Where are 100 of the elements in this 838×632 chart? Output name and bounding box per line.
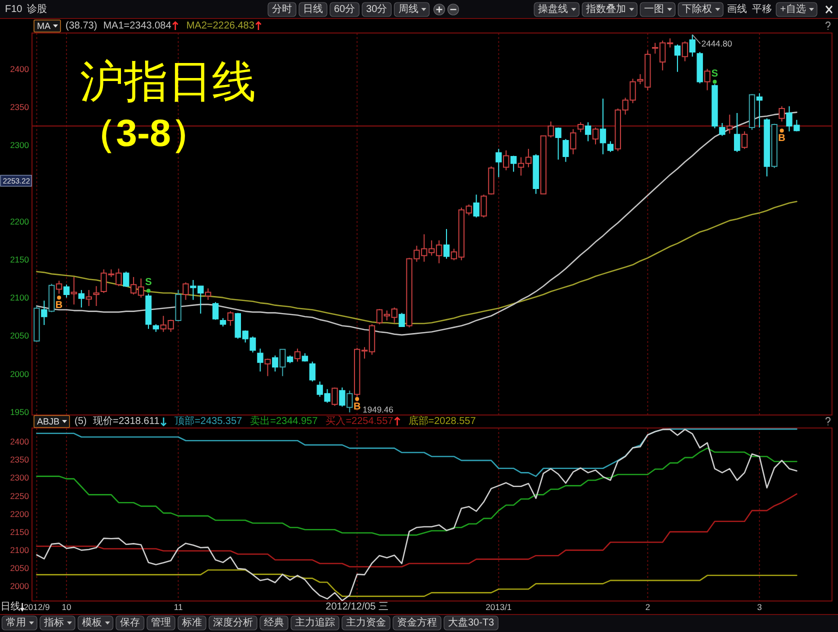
candlestick [70, 276, 78, 305]
line-series [36, 428, 798, 477]
y-tick-label: 2050 [10, 330, 30, 341]
y-tick-label: 2000 [10, 368, 30, 379]
candlestick [682, 40, 688, 62]
candlestick [726, 114, 733, 134]
point [355, 396, 360, 401]
text: 30分 [366, 3, 388, 15]
series-label: 顶部=2435.357 [174, 415, 243, 427]
legend-title: MA [37, 21, 50, 31]
legend-title: ABJB [37, 416, 60, 426]
line-series [36, 493, 798, 568]
point [780, 128, 784, 133]
candlestick [689, 34, 696, 58]
y-tick-label: 2100 [10, 292, 30, 303]
text: （3-8） [78, 113, 209, 155]
candlestick [286, 355, 294, 364]
line-series [36, 200, 798, 324]
candlestick [704, 68, 710, 91]
line-series [36, 569, 798, 597]
text: 60分 [334, 3, 356, 15]
series-label: S [711, 68, 718, 80]
candlestick [63, 284, 70, 298]
text: B [353, 401, 361, 412]
candlestick [756, 92, 763, 128]
candlestick [570, 128, 576, 155]
line-series [36, 448, 798, 536]
x-axis-title: 日线 [0, 600, 20, 612]
y-tick-label: 2000 [10, 580, 30, 591]
candlestick [600, 98, 606, 155]
y-tick-label: 2250 [10, 490, 30, 501]
candlestick [272, 355, 278, 372]
candlestick [212, 302, 219, 320]
candlestick [532, 154, 540, 194]
candlestick [764, 118, 770, 177]
y-tick-label: 2350 [10, 454, 30, 465]
candlestick [496, 148, 502, 178]
text: 画线 [727, 3, 748, 15]
candlestick [734, 112, 740, 152]
text: (38.73) [66, 20, 98, 32]
x-tick-label: 2013/1 [486, 602, 512, 612]
candlestick [264, 358, 271, 377]
candlestick [607, 140, 614, 152]
text: 沪指日线 [80, 58, 256, 106]
candlestick [719, 122, 726, 136]
candlestick [488, 166, 494, 196]
candlestick [398, 312, 405, 328]
candlestick [220, 318, 226, 328]
text: 大盘30-T3 [448, 616, 495, 628]
text: MA1=2343.084 [103, 20, 172, 32]
candlestick [41, 300, 48, 326]
text: B [55, 300, 63, 312]
candlestick [339, 387, 346, 408]
candlestick [123, 271, 130, 288]
series-label: B [778, 133, 786, 144]
candlestick [555, 127, 562, 160]
text: 指数叠加 [585, 3, 626, 15]
candlestick [294, 348, 301, 362]
candlestick [748, 94, 756, 130]
text: F10 [5, 4, 23, 15]
candlestick [480, 194, 487, 218]
y-tick-label: 2200 [10, 508, 30, 519]
candlestick [279, 348, 286, 377]
candlestick [696, 52, 703, 84]
candlestick [309, 361, 316, 382]
text: 模板 [82, 616, 102, 628]
candlestick [592, 127, 599, 145]
text: 买入=2254.557 [326, 415, 394, 427]
line-series [36, 112, 798, 336]
text: (5) [74, 416, 87, 427]
text: 下除权 [682, 3, 712, 15]
candlestick [674, 44, 681, 72]
y-tick-label: 2200 [10, 216, 30, 226]
text: 资金方程 [397, 616, 437, 628]
candlestick [204, 288, 212, 300]
line-series [36, 428, 798, 601]
y-tick-label: 1950 [10, 406, 30, 417]
text: 分时 [272, 3, 292, 15]
y-tick-label: 2100 [10, 544, 30, 555]
candlestick [93, 286, 100, 306]
candlestick [578, 122, 584, 133]
x-tick-label: 10 [62, 602, 72, 612]
text: 指标 [43, 616, 64, 628]
point [712, 80, 717, 84]
text: 深度分析 [213, 616, 253, 628]
candlestick [152, 324, 160, 332]
candlestick [332, 387, 338, 406]
candlestick [741, 130, 748, 150]
candlestick [86, 289, 92, 306]
text: 保存 [120, 616, 140, 628]
y-tick-label: 2150 [10, 526, 30, 537]
candlestick [584, 122, 592, 142]
x-tick-label: 11 [174, 602, 183, 612]
candlestick [443, 228, 450, 260]
candlestick [510, 155, 517, 172]
text: 经典 [264, 616, 284, 628]
text: 现价=2318.611 [92, 415, 160, 427]
text: 管理 [151, 618, 171, 628]
x-tick-label: 2012/12/05 三 [326, 602, 389, 612]
text: 1949.46 [362, 404, 394, 414]
